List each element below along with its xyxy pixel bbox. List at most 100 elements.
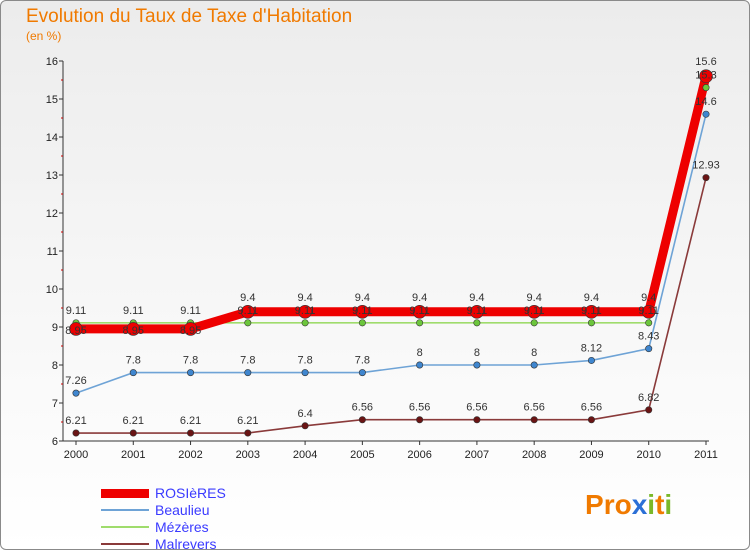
data-point-1-8 [530, 361, 538, 369]
data-point-2-11 [702, 84, 710, 92]
x-tick-label: 2011 [694, 449, 718, 461]
data-point-3-2 [187, 429, 195, 437]
data-point-1-9 [587, 356, 595, 364]
series-line-3 [75, 176, 707, 434]
data-label-0-2: 8.95 [180, 325, 201, 337]
data-point-3-6 [416, 416, 424, 424]
x-tick-label: 2005 [350, 449, 374, 461]
data-point-0-7 [470, 304, 484, 319]
data-label-0-11: 15.6 [695, 56, 716, 68]
data-point-3-0 [72, 429, 80, 437]
x-tick-label: 2009 [579, 449, 603, 461]
data-label-2-0: 9.11 [66, 305, 87, 317]
data-point-2-3 [244, 319, 252, 327]
data-label-3-7: 6.56 [466, 402, 487, 414]
data-point-1-4 [301, 369, 309, 377]
data-label-3-1: 6.21 [123, 415, 144, 427]
data-point-0-3 [241, 304, 255, 319]
legend-swatch-malrevers [101, 543, 149, 545]
y-tick-label: 6 [52, 436, 58, 448]
chart-series-lines [71, 71, 711, 434]
data-point-1-11 [702, 110, 710, 118]
data-label-2-7: 9.11 [467, 305, 488, 317]
data-label-1-5: 7.8 [355, 355, 370, 367]
x-tick-label: 2002 [178, 449, 202, 461]
logo-letter: P [585, 489, 604, 520]
data-label-3-6: 6.56 [409, 402, 430, 414]
data-point-2-9 [587, 319, 595, 327]
data-point-0-1 [126, 322, 141, 336]
chart-axes: 6 7 8 9 10 11 12 13 14 15 16 2000 2001 2002 2003 2004 20… [46, 56, 718, 461]
data-point-1-7 [473, 361, 481, 369]
y-tick-label: 7 [52, 398, 58, 410]
y-tick-label: 9 [52, 322, 58, 334]
data-label-0-8: 9.4 [527, 292, 542, 304]
data-label-2-8: 9.11 [524, 305, 545, 317]
data-label-2-3: 9.11 [238, 305, 259, 317]
data-point-3-4 [301, 422, 309, 430]
x-tick-label: 2001 [121, 449, 145, 461]
data-point-2-10 [645, 319, 653, 327]
legend-label-mezeres: Mézères [155, 519, 209, 535]
legend-label-malrevers: Malrevers [155, 536, 217, 550]
data-point-1-10 [645, 345, 653, 353]
x-tick-label: 2004 [293, 449, 317, 461]
data-point-0-6 [412, 304, 427, 319]
data-point-1-0 [72, 389, 80, 397]
data-label-3-9: 6.56 [581, 402, 602, 414]
data-point-2-4 [301, 319, 309, 327]
data-point-2-7 [473, 319, 481, 327]
legend-label-rosieres: ROSIèRES [155, 485, 226, 501]
y-tick-label: 15 [46, 94, 58, 106]
data-label-0-9: 9.4 [584, 292, 599, 304]
chart-plot: 6 7 8 9 10 11 12 13 14 15 16 2000 2001 2002 2003 2004 20… [46, 56, 720, 461]
logo-letter: o [614, 489, 632, 520]
x-tick-label: 2008 [522, 449, 546, 461]
x-tick-label: 2010 [636, 449, 660, 461]
y-tick-label: 14 [46, 132, 58, 144]
legend-swatch-beaulieu [101, 509, 149, 511]
data-point-2-8 [530, 319, 538, 327]
data-label-0-5: 9.4 [355, 292, 370, 304]
data-point-2-6 [416, 319, 424, 327]
y-tick-label: 13 [46, 170, 58, 182]
x-tick-label: 2000 [64, 449, 88, 461]
data-label-1-8: 8 [531, 347, 537, 359]
data-point-3-3 [244, 429, 252, 437]
data-point-3-10 [645, 406, 653, 414]
data-label-0-7: 9.4 [469, 292, 484, 304]
data-label-0-6: 9.4 [412, 292, 427, 304]
data-label-3-10: 6.82 [638, 392, 659, 404]
logo-letter: i [647, 489, 656, 520]
data-point-0-0 [69, 322, 83, 336]
data-point-1-3 [244, 369, 252, 377]
series-line-2 [75, 86, 707, 324]
data-label-2-11: 15.3 [695, 70, 716, 82]
chart-data-labels: 6.21 6.21 6.21 6.21 6.4 6.56 6.56 6.56 6.56 6.56 6… [65, 56, 719, 427]
y-tick-label: 8 [52, 360, 58, 372]
legend-swatch-rosieres [101, 489, 149, 498]
data-label-1-2: 7.8 [183, 355, 198, 367]
data-point-0-10 [641, 304, 656, 319]
x-tick-label: 2006 [407, 449, 431, 461]
data-label-2-1: 9.11 [123, 305, 144, 317]
y-tick-label: 16 [46, 56, 58, 68]
data-label-0-1: 8.95 [123, 325, 144, 337]
data-label-2-6: 9.11 [409, 305, 430, 317]
chart-unit-label: (en %) [26, 29, 62, 43]
data-label-3-4: 6.4 [297, 408, 312, 420]
data-label-3-0: 6.21 [65, 415, 86, 427]
data-point-3-8 [530, 416, 538, 424]
data-point-1-6 [416, 361, 424, 369]
data-label-1-9: 8.12 [581, 342, 602, 354]
logo-letter: r [603, 489, 615, 520]
data-label-3-2: 6.21 [180, 415, 201, 427]
data-point-1-2 [187, 369, 195, 377]
y-tick-label: 10 [46, 284, 58, 296]
data-label-3-3: 6.21 [237, 415, 258, 427]
logo-letter: t [655, 489, 665, 520]
data-label-1-10: 8.43 [638, 331, 659, 343]
y-tick-label: 12 [46, 208, 58, 220]
data-point-0-2 [183, 322, 198, 336]
